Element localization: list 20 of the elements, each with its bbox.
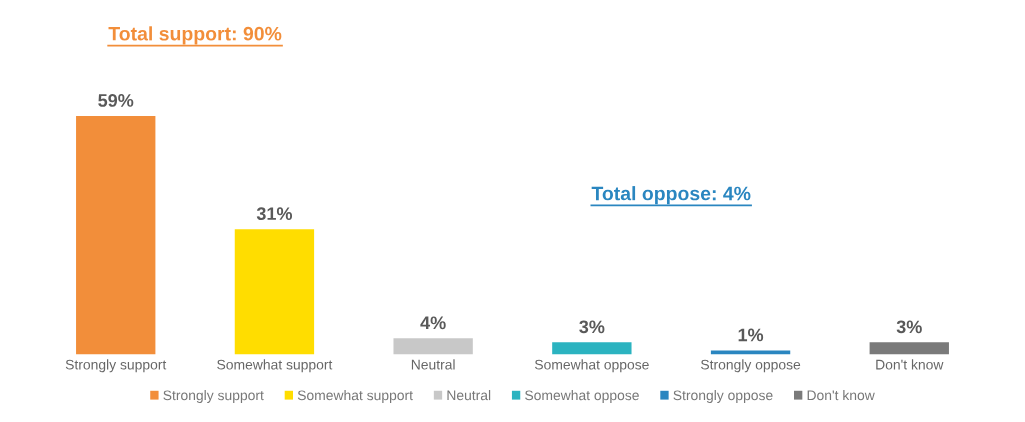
data-label: 31%: [256, 207, 293, 221]
x-tick-label: Somewhat oppose: [534, 359, 649, 373]
annotation: Total oppose: 4%: [591, 186, 751, 205]
data-label: 59%: [98, 94, 134, 107]
data-label: 1%: [738, 328, 764, 342]
text: Total support: 90%: [108, 26, 282, 45]
x-tick-label: Neutral: [411, 359, 455, 370]
x-tick-label: Somewhat support: [217, 359, 333, 373]
legend-label: Somewhat oppose: [525, 390, 639, 403]
data-label: 3%: [896, 320, 922, 334]
legend-label: Strongly support: [163, 390, 264, 403]
x-tick-label: Strongly support: [65, 359, 167, 373]
x-tick-label: Strongly oppose: [701, 359, 801, 373]
legend-label: Somewhat support: [297, 390, 413, 403]
legend-label: Neutral: [447, 390, 491, 401]
legend-label: Strongly oppose: [673, 390, 773, 403]
data-label: 4%: [420, 316, 446, 330]
x-tick-label: Don't know: [876, 359, 944, 370]
legend-label: Don't know: [807, 390, 875, 401]
data-label: 3%: [579, 320, 605, 334]
